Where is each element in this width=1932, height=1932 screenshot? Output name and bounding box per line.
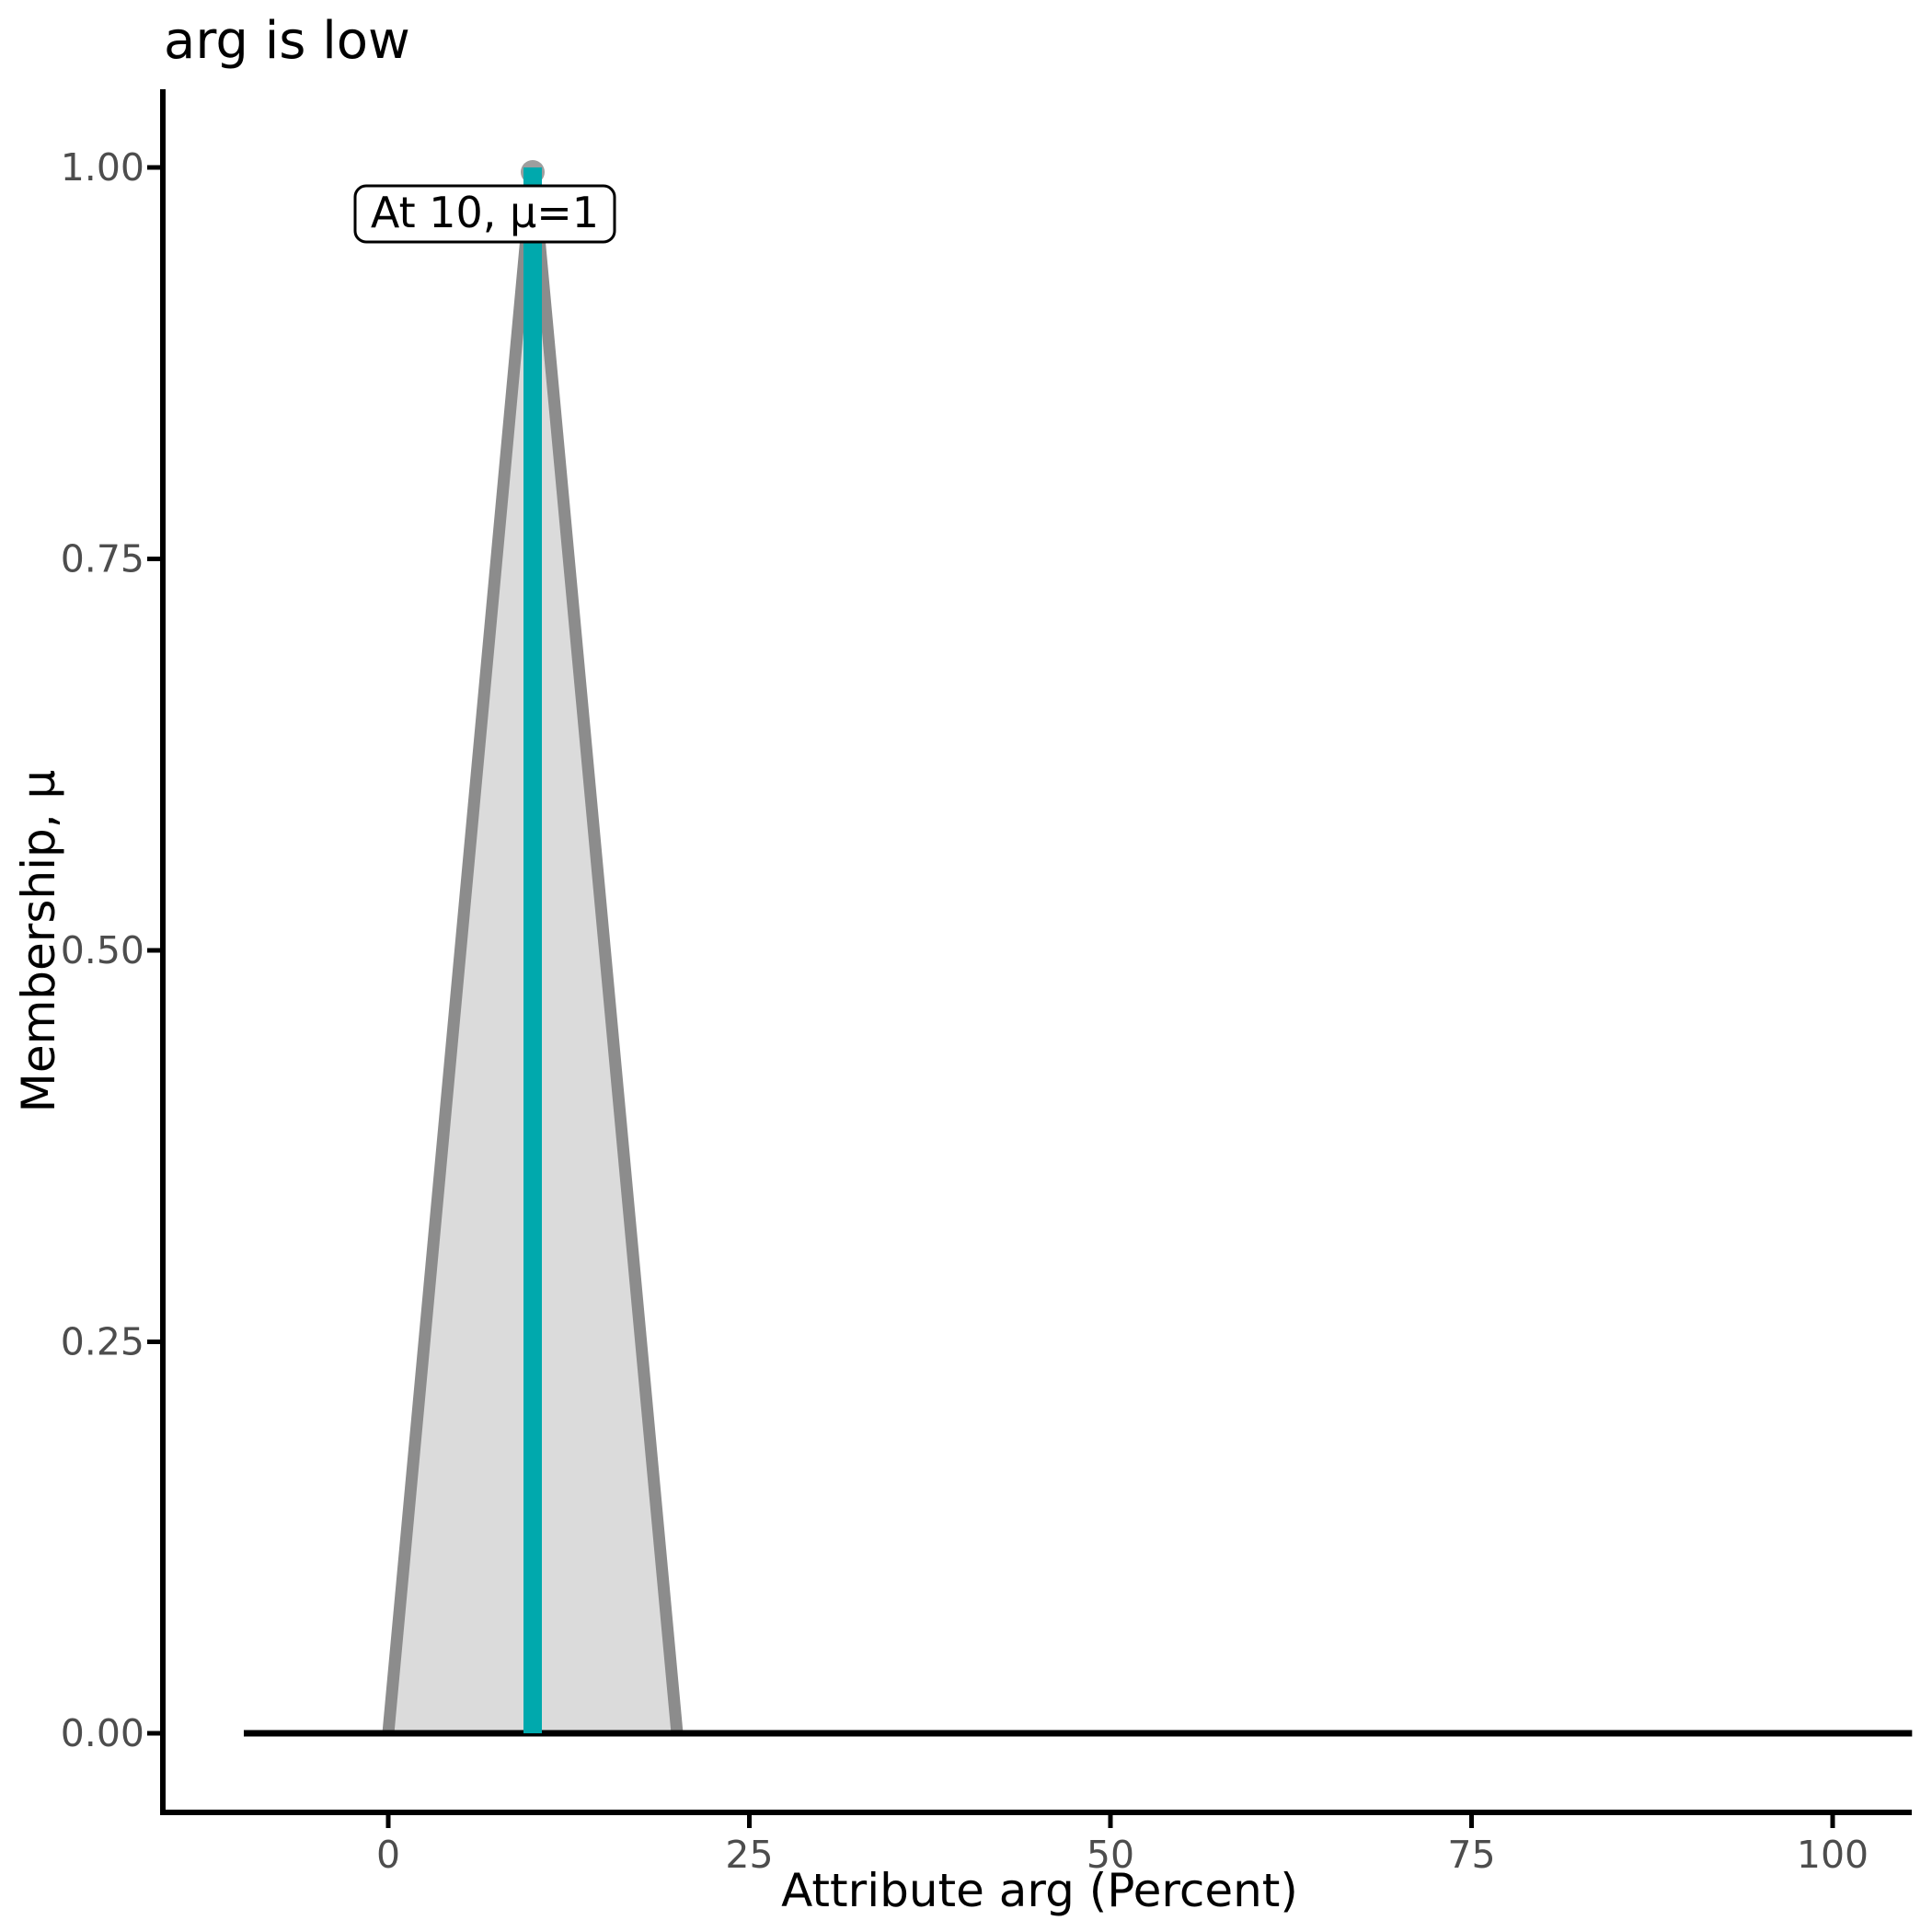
y-tick-label: 0.25 [61, 1320, 144, 1364]
x-tick-label: 75 [1447, 1833, 1495, 1877]
y-tick-label: 0.00 [61, 1711, 144, 1755]
x-tick-label: 50 [1087, 1833, 1134, 1877]
annotation-box [353, 184, 616, 244]
annotation-label: At 10, μ=1 [371, 188, 599, 237]
x-axis-title: Attribute arg (Percent) [781, 1864, 1298, 1917]
x-tick-label: 25 [725, 1833, 773, 1877]
x-tick-label: 100 [1797, 1833, 1869, 1877]
y-tick-label: 1.00 [61, 145, 144, 190]
y-tick-label: 0.75 [61, 537, 144, 581]
chart-title: arg is low [164, 11, 410, 71]
y-tick-label: 0.50 [61, 928, 144, 972]
x-tick-label: 0 [376, 1833, 400, 1877]
